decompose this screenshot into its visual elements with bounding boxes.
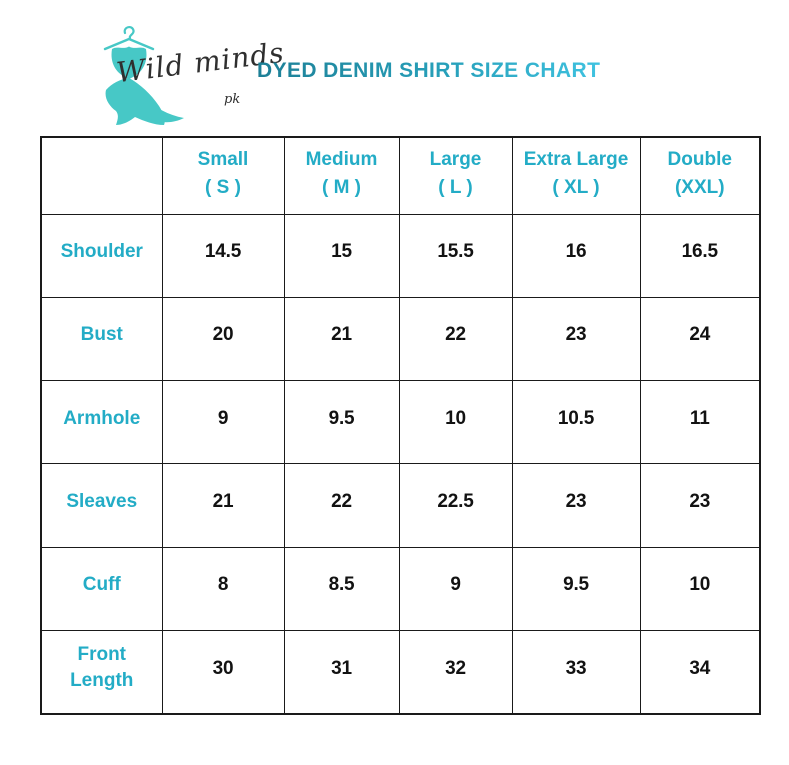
cell-front-length-s: 30 xyxy=(161,630,285,715)
column-name: Large xyxy=(429,149,482,170)
cell-shoulder-xl: 16 xyxy=(511,213,641,298)
cell-armhole-xxl: 11 xyxy=(639,380,761,465)
column-code: (XXL) xyxy=(674,176,725,198)
cell-sleaves-xxl: 23 xyxy=(639,463,761,548)
column-code: ( XL ) xyxy=(552,176,600,198)
column-name: Medium xyxy=(305,149,378,170)
dress-on-hanger-icon xyxy=(103,25,184,125)
cell-front-length-xxl: 34 xyxy=(639,630,761,715)
cell-shoulder-l: 15.5 xyxy=(398,213,513,298)
column-name: Double xyxy=(667,149,732,170)
cell-cuff-s: 8 xyxy=(161,546,285,632)
cell-cuff-l: 9 xyxy=(398,546,513,632)
table-row-cuff: Cuff 8 8.5 9 9.5 10 xyxy=(40,546,761,632)
cell-bust-s: 20 xyxy=(161,296,285,382)
cell-sleaves-s: 21 xyxy=(161,463,285,548)
column-name: Small xyxy=(197,149,249,170)
cell-sleaves-xl: 23 xyxy=(511,463,641,548)
cell-sleaves-l: 22.5 xyxy=(398,463,513,548)
cell-bust-xl: 23 xyxy=(511,296,641,382)
brand-logo: Wild minds pk xyxy=(88,18,328,130)
cell-cuff-m: 8.5 xyxy=(283,546,400,632)
table-row-sleaves: Sleaves 21 22 22.5 23 23 xyxy=(40,463,761,548)
cell-shoulder-s: 14.5 xyxy=(161,213,285,298)
cell-sleaves-m: 22 xyxy=(283,463,400,548)
table-row-shoulder: Shoulder 14.5 15 15.5 16 16.5 xyxy=(40,213,761,298)
row-label-cuff: Cuff xyxy=(40,546,163,632)
row-label-bust: Bust xyxy=(40,296,163,382)
cell-armhole-s: 9 xyxy=(161,380,285,465)
column-header-extra-large: Extra Large ( XL ) xyxy=(511,136,641,215)
column-header-small: Small ( S ) xyxy=(161,136,285,215)
row-label-armhole: Armhole xyxy=(40,380,163,465)
cell-bust-l: 22 xyxy=(398,296,513,382)
column-code: ( S ) xyxy=(205,176,241,198)
header-row: Small ( S ) Medium ( M ) Large ( L ) Ext… xyxy=(40,136,761,215)
row-label-sleaves: Sleaves xyxy=(40,463,163,548)
cell-front-length-m: 31 xyxy=(283,630,400,715)
cell-bust-xxl: 24 xyxy=(639,296,761,382)
table-row-front-length: Front Length 30 31 32 33 34 xyxy=(40,630,761,715)
column-code: ( M ) xyxy=(321,176,362,198)
cell-shoulder-m: 15 xyxy=(283,213,400,298)
cell-shoulder-xxl: 16.5 xyxy=(639,213,761,298)
size-chart-table: Small ( S ) Medium ( M ) Large ( L ) Ext… xyxy=(40,136,761,715)
column-header-large: Large ( L ) xyxy=(398,136,513,215)
cell-armhole-m: 9.5 xyxy=(283,380,400,465)
table-row-armhole: Armhole 9 9.5 10 10.5 11 xyxy=(40,380,761,465)
column-name: Extra Large xyxy=(523,149,629,170)
column-header-double-xl: Double (XXL) xyxy=(639,136,761,215)
cell-bust-m: 21 xyxy=(283,296,400,382)
page-title: DYED DENIM SHIRT SIZE CHART xyxy=(257,56,600,86)
cell-cuff-xxl: 10 xyxy=(639,546,761,632)
column-header-medium: Medium ( M ) xyxy=(283,136,400,215)
cell-cuff-xl: 9.5 xyxy=(511,546,641,632)
corner-cell xyxy=(40,136,163,215)
cell-armhole-l: 10 xyxy=(398,380,513,465)
cell-front-length-xl: 33 xyxy=(511,630,641,715)
row-label-front-length: Front Length xyxy=(40,630,163,715)
row-label-shoulder: Shoulder xyxy=(40,213,163,298)
column-code: ( L ) xyxy=(438,176,473,198)
cell-front-length-l: 32 xyxy=(398,630,513,715)
brand-suffix: pk xyxy=(224,92,241,107)
table-row-bust: Bust 20 21 22 23 24 xyxy=(40,296,761,382)
cell-armhole-xl: 10.5 xyxy=(511,380,641,465)
